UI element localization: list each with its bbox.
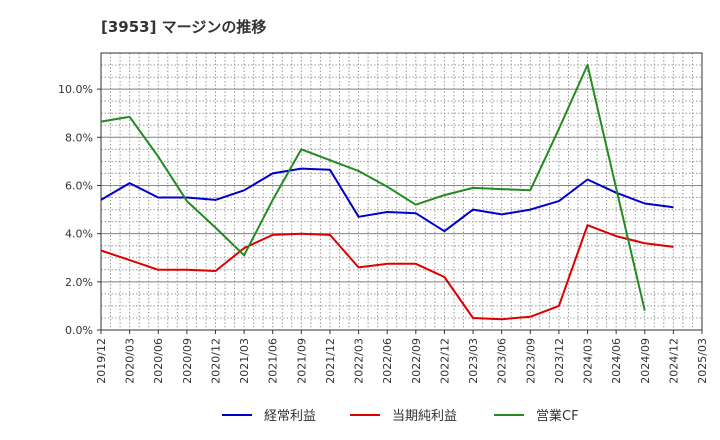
legend-label-1: 経常利益 [264,409,316,424]
x-tick-label: 2024/06 [610,338,623,384]
x-tick-label: 2022/12 [438,338,451,384]
x-tick-label: 2021/06 [267,338,280,384]
plot-frame [100,52,703,331]
x-tick-label: 2020/09 [181,338,194,384]
x-tick-label: 2023/03 [467,338,480,384]
x-tick-label: 2021/09 [295,338,308,384]
x-tick-label: 2023/09 [524,338,537,384]
y-tick-label: 6.0% [65,179,93,192]
x-tick-label: 2024/12 [667,338,680,384]
y-tick-label: 0.0% [65,324,93,337]
chart-title: [3953] マージンの推移 [101,18,266,36]
x-tick-label: 2024/03 [582,338,595,384]
x-tick-label: 2022/09 [410,338,423,384]
x-tick-label: 2020/12 [209,338,222,384]
x-tick-label: 2022/03 [353,338,366,384]
y-tick-label: 10.0% [58,83,93,96]
series-line-2 [100,224,674,321]
plot-area: 0.0% 2.0% 4.0% 6.0% 8.0% 10.0% 2019/12 2020/03 2… [58,52,709,384]
x-tick-label: 2023/12 [553,338,566,384]
y-tick-label: 4.0% [65,228,93,241]
x-tick-label: 2022/06 [381,338,394,384]
x-tick-label: 2019/12 [95,338,108,384]
series-line-3 [100,64,646,311]
x-tick-label: 2020/03 [124,338,137,384]
y-tick-label: 2.0% [65,276,93,289]
legend: 経常利益 当期純利益 営業CF [222,408,579,424]
legend-label-2: 当期純利益 [392,409,457,424]
x-tick-label: 2023/06 [496,338,509,384]
x-tick-label: 2024/09 [639,338,652,384]
y-tick-label: 8.0% [65,131,93,144]
x-tick-label: 2021/12 [324,338,337,384]
plot-background [101,53,702,330]
x-tick-label: 2025/03 [696,338,709,384]
series-line-1 [100,167,674,233]
x-tick-label: 2020/06 [152,338,165,384]
x-tick-label: 2021/03 [238,338,251,384]
legend-label-3: 営業CF [536,408,579,424]
